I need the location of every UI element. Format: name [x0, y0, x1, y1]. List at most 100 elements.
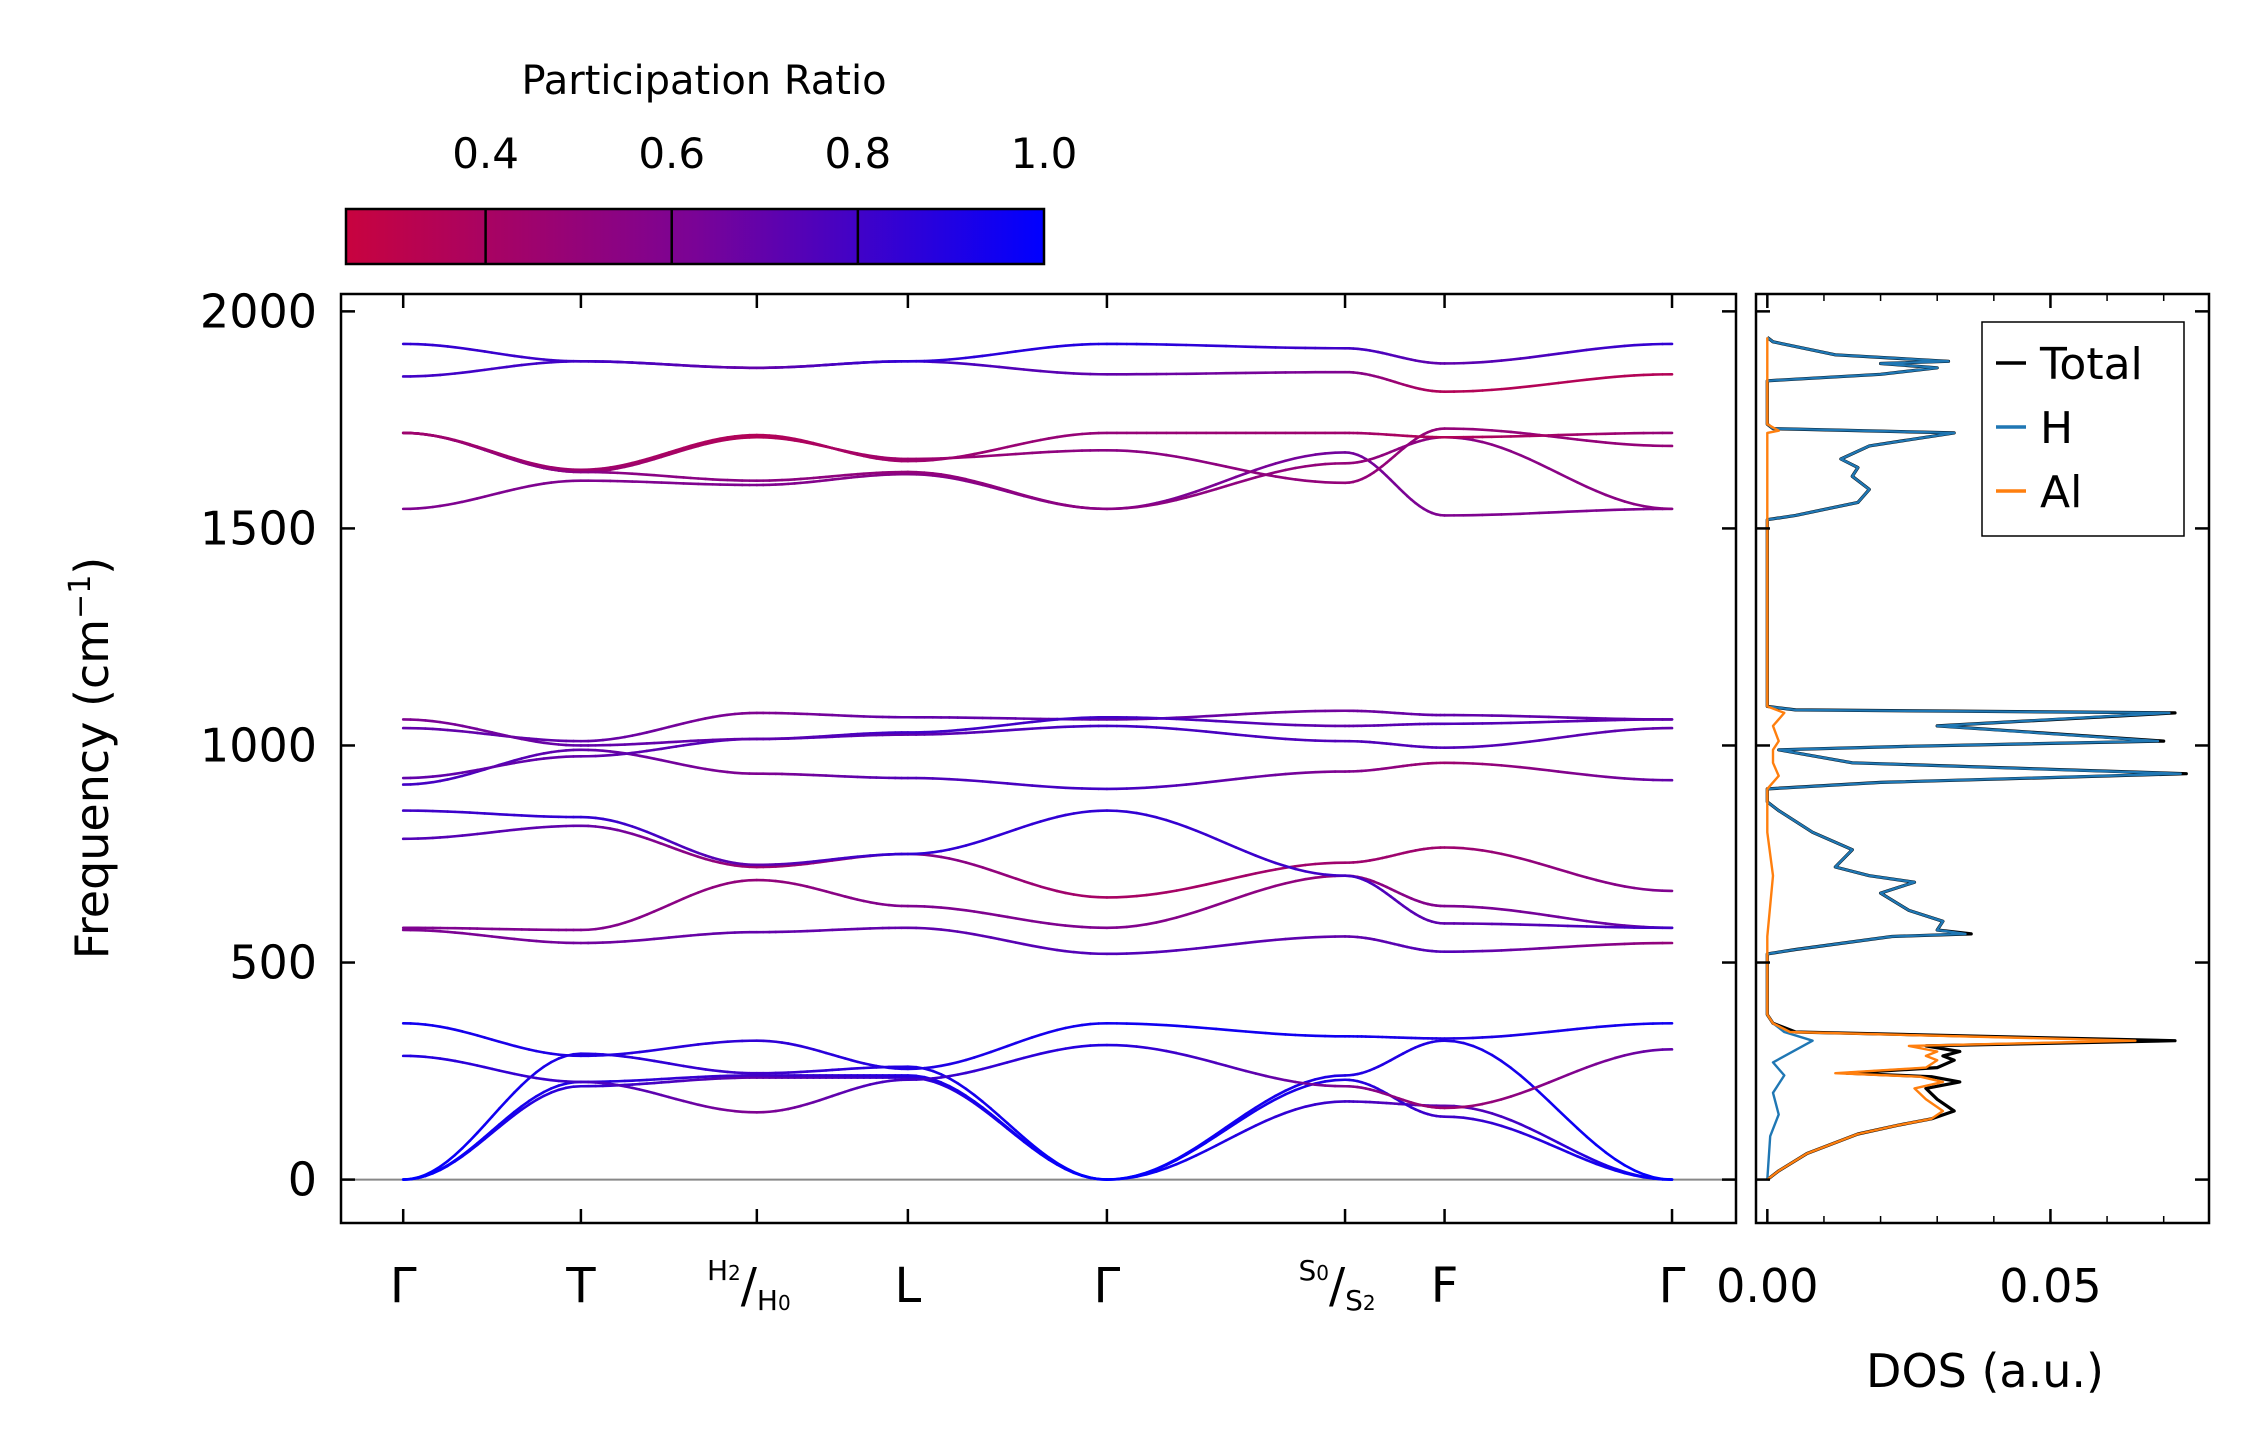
band-segment — [1064, 433, 1076, 438]
band-segment — [1481, 388, 1494, 392]
band-segment — [1204, 1134, 1218, 1144]
band-segment — [923, 471, 935, 475]
band-segment — [1556, 1146, 1570, 1154]
band-segment — [1528, 383, 1541, 388]
k-label: Γ — [1659, 1258, 1686, 1314]
band-segment — [1184, 728, 1198, 732]
band-segment — [1155, 1047, 1168, 1053]
band-segment — [1323, 873, 1337, 877]
band-segment — [1030, 726, 1042, 730]
band-segment — [1175, 1158, 1188, 1166]
band-segment — [549, 1057, 560, 1064]
band-segment — [1165, 1158, 1178, 1167]
band-segment — [483, 1129, 494, 1139]
band-segment — [1452, 1105, 1465, 1110]
band-segment — [549, 1084, 560, 1090]
band-segment — [1594, 730, 1607, 735]
band-segment — [1194, 490, 1208, 497]
band-segment — [696, 888, 707, 894]
band-segment — [1585, 485, 1598, 493]
band-segment — [1604, 375, 1617, 380]
band-segment — [542, 1091, 553, 1098]
band-segment — [1039, 498, 1051, 503]
band-segment — [1234, 467, 1248, 473]
band-segment — [1313, 875, 1327, 879]
band-segment — [989, 729, 1001, 733]
band-segment — [1632, 1168, 1645, 1176]
band-segment — [652, 906, 663, 913]
band-segment — [1594, 1143, 1607, 1154]
band-segment — [1155, 500, 1168, 506]
band-segment — [1566, 944, 1579, 949]
band-segment — [1594, 921, 1607, 925]
band-segment — [1575, 481, 1589, 489]
band-segment — [923, 851, 935, 855]
band-segment — [1264, 1094, 1277, 1103]
band-segment — [1566, 870, 1579, 877]
band-segment — [931, 854, 943, 859]
band-segment — [1165, 453, 1178, 458]
band-segment — [520, 1103, 531, 1111]
band-segment — [1519, 1074, 1532, 1085]
band-segment — [1264, 938, 1277, 943]
band-segment — [972, 730, 984, 734]
band-segment — [1145, 892, 1158, 897]
band-segment — [1184, 1025, 1198, 1029]
y-tick-label: 2000 — [200, 284, 317, 338]
band-segment — [1284, 1108, 1297, 1115]
band-segment — [1323, 451, 1337, 455]
band-segment — [914, 851, 926, 856]
band-segment — [1175, 822, 1188, 829]
band-segment — [923, 1077, 935, 1081]
k-point-ticks: Γ T H2/H0 L Γ S0/S2 F Γ — [390, 294, 1686, 1317]
band-segment — [1284, 936, 1297, 941]
band-segment — [1254, 887, 1267, 894]
band-segment — [1055, 434, 1067, 439]
band-segment — [1022, 720, 1034, 725]
band-segment — [1022, 440, 1034, 445]
band-segment — [1135, 951, 1148, 955]
k-label: F — [1431, 1258, 1459, 1314]
band-segment — [1481, 1048, 1494, 1057]
band-segment — [674, 842, 685, 849]
band-segment — [948, 474, 959, 479]
band-segment — [1490, 443, 1503, 450]
band-segment — [1490, 907, 1503, 911]
band-segment — [1538, 1081, 1551, 1088]
band-segment — [981, 730, 993, 734]
band-segment — [1264, 858, 1277, 865]
band-segment — [1204, 719, 1218, 723]
band-segment — [1547, 1099, 1560, 1112]
band-segment — [1184, 825, 1198, 832]
band-segment — [1089, 1022, 1100, 1026]
band-segment — [956, 728, 968, 732]
band-segment — [1022, 942, 1034, 948]
band-segment — [1304, 935, 1317, 939]
band-segment — [956, 1071, 968, 1076]
band-segment — [1528, 911, 1541, 916]
band-segment — [997, 871, 1009, 878]
band-segment — [997, 1061, 1009, 1066]
band-segment — [1538, 767, 1551, 772]
band-segment — [956, 1091, 968, 1099]
band-segment — [1632, 502, 1645, 508]
band-segment — [1547, 769, 1560, 773]
band-segment — [527, 1098, 538, 1106]
band-segment — [1244, 712, 1258, 716]
band-segment — [1055, 371, 1067, 375]
band-segment — [1184, 947, 1198, 951]
band-segment — [1575, 378, 1589, 383]
band-segment — [939, 475, 951, 480]
band-segment — [1014, 1129, 1026, 1140]
band-segment — [1500, 852, 1513, 858]
band-segment — [1556, 915, 1570, 920]
band-segment — [939, 1074, 951, 1079]
band-segment — [1294, 863, 1307, 868]
band-segment — [1224, 1134, 1238, 1142]
band-segment — [1039, 946, 1051, 951]
legend-label-al: Al — [2040, 467, 2082, 518]
band-segment — [1632, 1174, 1645, 1179]
band-segment — [1135, 504, 1148, 509]
band-segment — [1509, 1092, 1522, 1098]
band-segment — [1304, 1078, 1317, 1084]
